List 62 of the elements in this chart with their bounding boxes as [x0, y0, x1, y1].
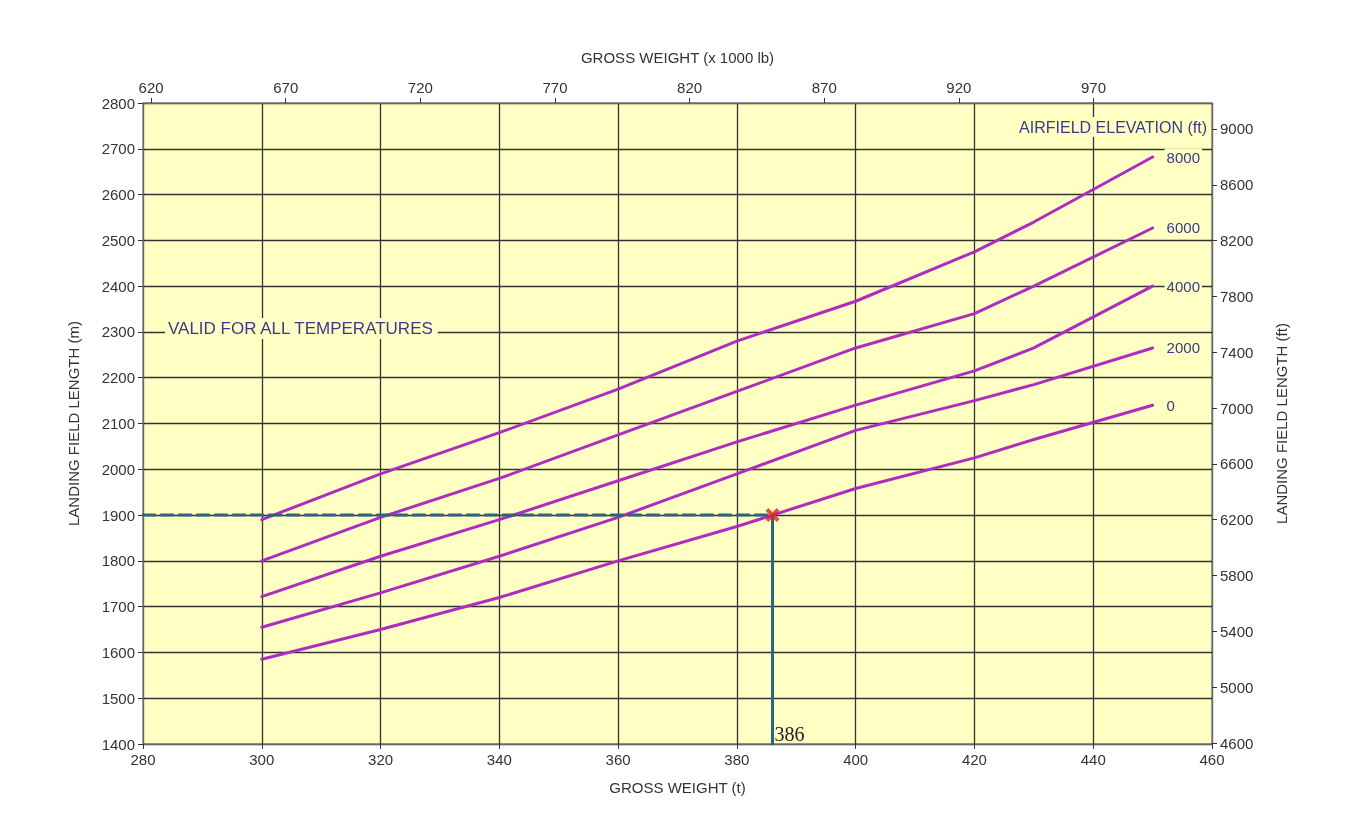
x-tick-label: 400 [843, 751, 869, 768]
line-series [260, 403, 1155, 661]
line-series [260, 226, 1155, 563]
y-tick-label: 2600 [101, 186, 135, 204]
x-tick-label: 320 [368, 751, 394, 768]
x2-tick-label: 870 [811, 79, 837, 96]
y-tick-label: 2200 [101, 369, 135, 387]
y-tick-label: 1800 [101, 552, 135, 570]
y-tick-label: 2000 [101, 460, 135, 478]
series-label: 0 [1166, 396, 1175, 414]
y2-tick-label: 5800 [1220, 567, 1254, 585]
y2-tick-label: 5400 [1220, 622, 1254, 640]
y-tick-label: 2400 [101, 277, 135, 295]
y-tick-label: 2300 [101, 323, 135, 341]
y2-tick-label: 6600 [1220, 455, 1254, 473]
series-label: 2000 [1166, 339, 1200, 357]
x2-tick-label: 970 [1081, 79, 1107, 96]
y-tick-label: 1500 [101, 689, 135, 707]
y-tick-label: 1600 [101, 643, 135, 661]
x-tick-label: 420 [961, 751, 987, 768]
annotation: 386 [774, 723, 805, 745]
line-series [260, 346, 1155, 629]
y-tick-label: 1400 [101, 735, 135, 753]
y2-tick-label: 8600 [1220, 176, 1254, 194]
y2-tick-label: 9000 [1220, 120, 1254, 138]
y-tick-label: 1900 [101, 506, 135, 524]
x2-tick-label: 720 [407, 79, 433, 96]
line-series [260, 284, 1155, 599]
x-tick-label: 440 [1080, 751, 1106, 768]
x2-axis-title: GROSS WEIGHT (x 1000 lb) [580, 49, 775, 66]
x2-tick-label: 920 [946, 79, 972, 96]
annotation: VALID FOR ALL TEMPERATURES [168, 319, 433, 338]
x-axis-title: GROSS WEIGHT (t) [609, 779, 746, 796]
y2-tick-label: 4600 [1220, 734, 1254, 752]
y2-tick-label: 7000 [1220, 399, 1254, 417]
y-tick-label: 2800 [101, 94, 135, 112]
y-tick-label: 2700 [101, 140, 135, 158]
x-tick-label: 280 [130, 751, 156, 768]
y2-tick-label: 5000 [1220, 678, 1254, 696]
x-tick-label: 460 [1199, 751, 1225, 768]
series-label: 8000 [1166, 148, 1200, 166]
x-tick-label: 360 [605, 751, 631, 768]
y-tick-label: 2100 [101, 415, 135, 432]
y2-tick-label: 7400 [1220, 343, 1254, 361]
y2-tick-label: 7800 [1220, 287, 1254, 305]
y2-tick-label: 8200 [1220, 232, 1254, 250]
y-tick-label: 1700 [101, 598, 135, 616]
x2-tick-label: 770 [542, 79, 568, 96]
y-tick-label: 2500 [101, 231, 135, 249]
x2-tick-label: 670 [273, 79, 299, 96]
line-series [260, 155, 1155, 522]
x2-tick-label: 820 [677, 79, 703, 96]
x2-tick-label: 620 [138, 79, 164, 96]
x-tick-label: 380 [724, 751, 750, 768]
legend-title: AIRFIELD ELEVATION (ft) [1019, 118, 1208, 136]
y2-tick-label: 6200 [1220, 511, 1254, 529]
y-axis-title: LANDING FIELD LENGTH (m) [65, 320, 82, 527]
x-tick-label: 340 [486, 751, 512, 768]
series-label: 6000 [1166, 219, 1200, 237]
y2-axis-title: LANDING FIELD LENGTH (ft) [1273, 323, 1290, 524]
x-tick-label: 300 [249, 751, 275, 768]
series-label: 4000 [1166, 277, 1200, 295]
